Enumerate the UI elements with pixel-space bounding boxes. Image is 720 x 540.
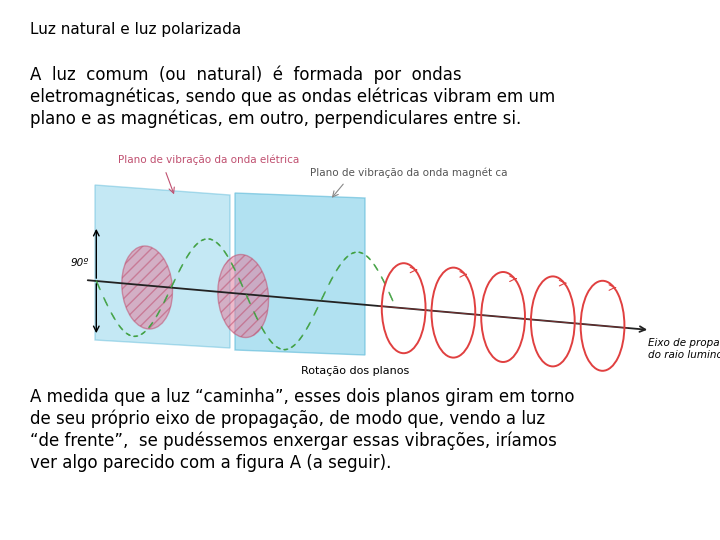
Text: 90º: 90º <box>70 258 89 268</box>
Polygon shape <box>95 185 230 348</box>
Ellipse shape <box>218 254 269 338</box>
Ellipse shape <box>122 246 173 329</box>
Text: de seu próprio eixo de propagação, de modo que, vendo a luz: de seu próprio eixo de propagação, de mo… <box>30 410 545 429</box>
Text: Luz natural e luz polarizada: Luz natural e luz polarizada <box>30 22 241 37</box>
Text: Rotação dos planos: Rotação dos planos <box>301 366 409 376</box>
Text: Plano de vibração da onda elétrica: Plano de vibração da onda elétrica <box>118 154 300 165</box>
Text: Plano de vibração da onda magnét ca: Plano de vibração da onda magnét ca <box>310 167 508 178</box>
Text: eletromagnéticas, sendo que as ondas elétricas vibram em um: eletromagnéticas, sendo que as ondas elé… <box>30 87 555 105</box>
Text: ver algo parecido com a figura A (a seguir).: ver algo parecido com a figura A (a segu… <box>30 454 392 472</box>
Polygon shape <box>235 193 365 355</box>
Text: “de frente”,  se pudéssemos enxergar essas vibrações, iríamos: “de frente”, se pudéssemos enxergar essa… <box>30 432 557 450</box>
Text: plano e as magnéticas, em outro, perpendiculares entre si.: plano e as magnéticas, em outro, perpend… <box>30 109 521 127</box>
Text: A  luz  comum  (ou  natural)  é  formada  por  ondas: A luz comum (ou natural) é formada por o… <box>30 65 462 84</box>
Text: A medida que a luz “caminha”, esses dois planos giram em torno: A medida que a luz “caminha”, esses dois… <box>30 388 575 406</box>
Text: Eixo de propação
do raio luminoso: Eixo de propação do raio luminoso <box>648 338 720 360</box>
